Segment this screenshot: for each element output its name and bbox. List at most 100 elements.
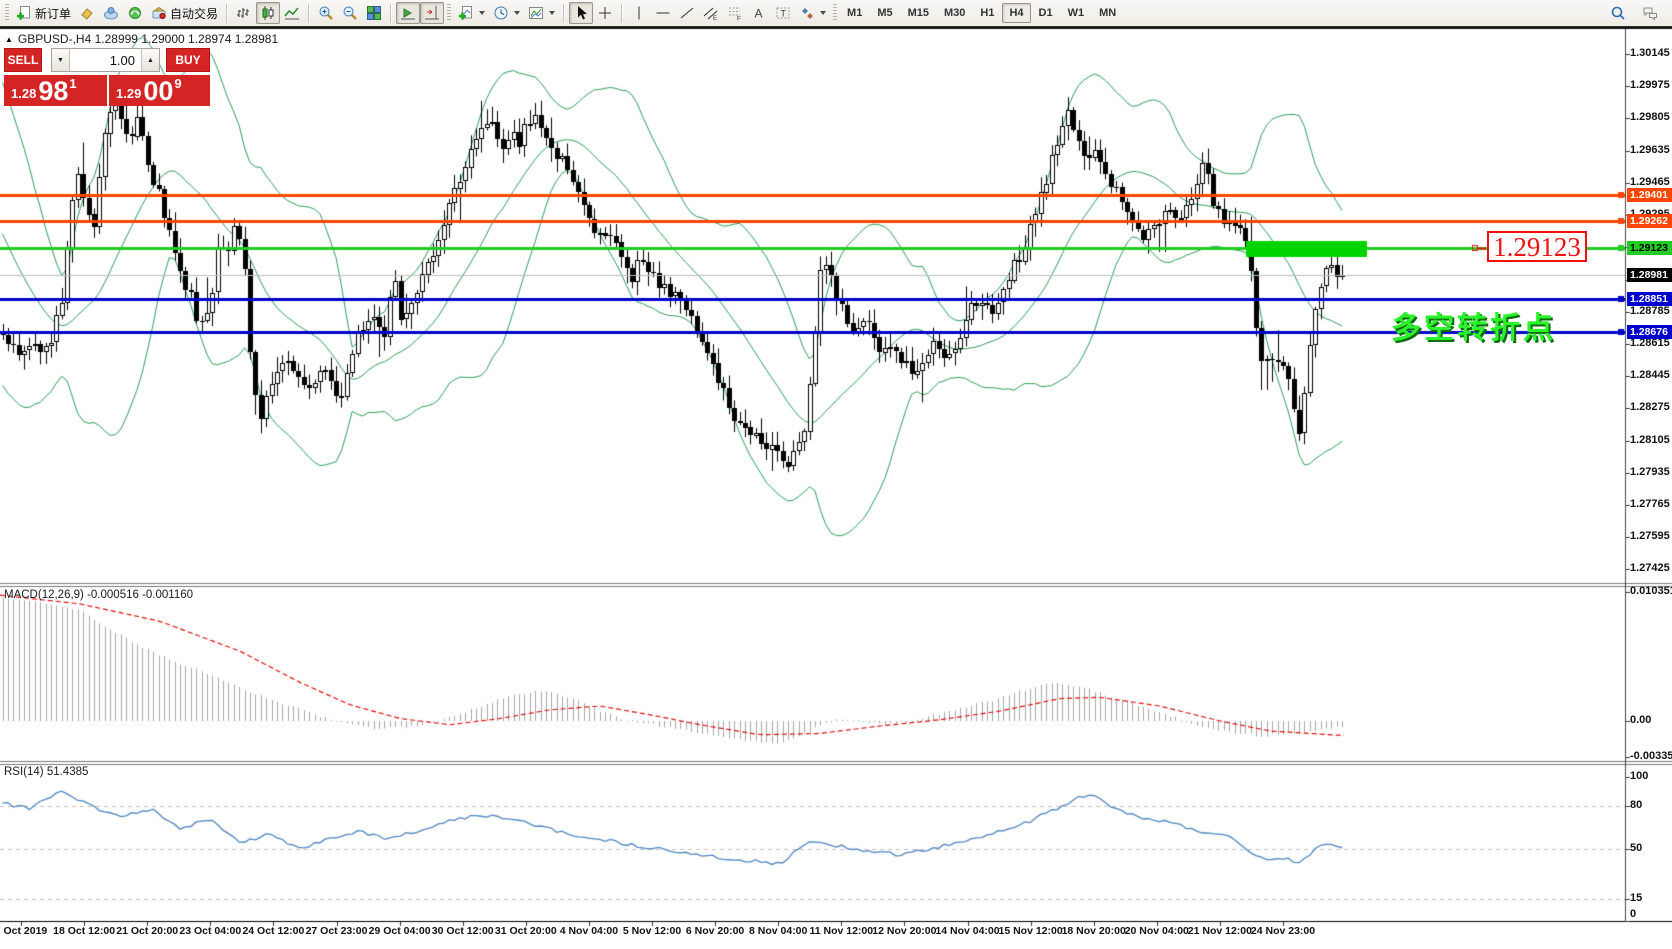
date-label: 23 Oct 04:00 bbox=[179, 925, 242, 937]
templates-button[interactable] bbox=[524, 2, 559, 24]
toolbar-separator bbox=[226, 3, 229, 23]
arrows-button[interactable] bbox=[795, 2, 830, 24]
price-axis-label: 1.28615 bbox=[1630, 336, 1670, 349]
volume-increase-button[interactable]: ▲ bbox=[141, 49, 159, 71]
auto-scroll-button[interactable] bbox=[396, 2, 421, 24]
price-tag: 1.29262 bbox=[1627, 214, 1672, 229]
chart-shift-button[interactable] bbox=[420, 2, 445, 24]
indicators-icon bbox=[458, 5, 474, 21]
macd-axis-label: 0.010351 bbox=[1630, 585, 1672, 598]
date-label: 7 Oct 2019 bbox=[0, 925, 48, 937]
rsi-axis-label: 0 bbox=[1630, 908, 1637, 920]
volume-decrease-button[interactable]: ▼ bbox=[52, 49, 70, 71]
sell-button[interactable]: SELL bbox=[4, 48, 42, 72]
search-button[interactable] bbox=[1606, 2, 1630, 24]
cursor-button[interactable] bbox=[569, 2, 594, 24]
trendline-button[interactable] bbox=[675, 2, 699, 24]
crosshair-icon bbox=[597, 5, 613, 21]
rsi-axis-label: 15 bbox=[1630, 892, 1643, 905]
date-label: 4 Nov 04:00 bbox=[559, 925, 619, 937]
horizontal-line-button[interactable] bbox=[651, 2, 675, 24]
text-button[interactable]: A bbox=[747, 2, 771, 24]
price-axis-label: 1.29465 bbox=[1630, 175, 1670, 188]
template-icon bbox=[528, 5, 544, 21]
sell-price-box[interactable]: 1.28 98 1 bbox=[4, 75, 107, 106]
vertical-line-button[interactable] bbox=[627, 2, 651, 24]
date-label: 27 Oct 23:00 bbox=[305, 925, 368, 937]
timeframe-group: M1 M5 M15 M30 H1 H4 D1 W1 MN bbox=[840, 3, 1123, 23]
toolbar-drag-handle[interactable] bbox=[447, 4, 452, 22]
vertical-line-icon bbox=[631, 5, 647, 21]
price-tag: 1.29123 bbox=[1627, 240, 1672, 255]
volume-spinner: ▼ 1.00 ▲ bbox=[51, 48, 160, 72]
periods-button[interactable] bbox=[489, 2, 524, 24]
timeframe-button-M30[interactable]: M30 bbox=[937, 3, 972, 23]
toolbar-drag-handle[interactable] bbox=[833, 4, 838, 22]
chat-icon bbox=[1642, 5, 1658, 21]
sell-price-sup: 1 bbox=[69, 76, 77, 91]
timeframe-button-H1[interactable]: H1 bbox=[973, 3, 1001, 23]
date-label: 18 Nov 20:00 bbox=[1061, 925, 1126, 937]
eraser-button[interactable] bbox=[75, 2, 99, 24]
chart-profiles-icon bbox=[103, 5, 119, 21]
symbol-ohlc-title: GBPUSD-,H4 1.28999 1.29000 1.28974 1.289… bbox=[17, 32, 279, 46]
timeframe-button-M5[interactable]: M5 bbox=[870, 3, 899, 23]
indicators-button[interactable] bbox=[454, 2, 489, 24]
bar-chart-button[interactable] bbox=[232, 2, 256, 24]
timeframe-button-M1[interactable]: M1 bbox=[840, 3, 869, 23]
price-callout-text: 1.29123 bbox=[1493, 232, 1581, 262]
chat-button[interactable] bbox=[1638, 2, 1662, 24]
date-label: 12 Nov 20:00 bbox=[872, 925, 937, 937]
date-label: 18 Oct 12:00 bbox=[53, 925, 116, 937]
candlestick-chart-button[interactable] bbox=[256, 2, 281, 24]
date-label: 31 Oct 20:00 bbox=[494, 925, 557, 937]
dropdown-caret-icon bbox=[820, 11, 827, 15]
line-chart-button[interactable] bbox=[280, 2, 304, 24]
timeframe-button-MN[interactable]: MN bbox=[1092, 3, 1123, 23]
fibonacci-button[interactable]: F bbox=[723, 2, 747, 24]
date-label: 30 Oct 12:00 bbox=[431, 925, 494, 937]
crosshair-button[interactable] bbox=[593, 2, 617, 24]
chart-profiles-button[interactable] bbox=[99, 2, 123, 24]
svg-text:E: E bbox=[713, 16, 717, 21]
svg-text:T: T bbox=[781, 9, 787, 19]
signal-icon bbox=[127, 5, 143, 21]
buy-price-small: 1.29 bbox=[116, 86, 142, 101]
toolbar-separator bbox=[621, 3, 624, 23]
date-label: 11 Nov 12:00 bbox=[809, 925, 874, 937]
tile-windows-button[interactable] bbox=[362, 2, 386, 24]
dropdown-caret-icon bbox=[479, 11, 486, 15]
volume-input[interactable]: 1.00 bbox=[70, 49, 141, 71]
price-axis-label: 1.27935 bbox=[1630, 465, 1670, 478]
sell-price-big: 98 bbox=[38, 76, 69, 106]
price-axis-label: 1.30145 bbox=[1630, 47, 1670, 59]
zoom-in-button[interactable] bbox=[314, 2, 338, 24]
symbol-header[interactable]: ▲ GBPUSD-,H4 1.28999 1.29000 1.28974 1.2… bbox=[5, 32, 278, 46]
timeframe-button-D1[interactable]: D1 bbox=[1032, 3, 1060, 23]
dropdown-caret-icon bbox=[514, 11, 521, 15]
text-label-button[interactable]: T bbox=[771, 2, 795, 24]
new-order-button[interactable]: 新订单 bbox=[12, 2, 75, 24]
trendline-icon bbox=[679, 5, 695, 21]
rsi-axis-label: 80 bbox=[1630, 798, 1643, 811]
signals-button[interactable] bbox=[123, 2, 147, 24]
timeframe-button-W1[interactable]: W1 bbox=[1061, 3, 1092, 23]
one-click-trading-panel: SELL ▼ 1.00 ▲ BUY 1.28 98 1 1.29 00 9 bbox=[2, 47, 210, 107]
buy-price-box[interactable]: 1.29 00 9 bbox=[109, 75, 210, 106]
buy-price-big: 00 bbox=[143, 76, 174, 106]
auto-trading-button[interactable]: 自动交易 bbox=[147, 2, 222, 24]
svg-text:F: F bbox=[737, 17, 741, 22]
equidistant-channel-button[interactable]: E bbox=[699, 2, 723, 24]
zoom-out-button[interactable] bbox=[338, 2, 362, 24]
date-label: 21 Oct 20:00 bbox=[116, 925, 179, 937]
buy-button[interactable]: BUY bbox=[166, 48, 210, 72]
rsi-axis-label: 100 bbox=[1630, 770, 1649, 782]
price-axis-label: 1.29635 bbox=[1630, 143, 1670, 156]
collapse-triangle-icon[interactable]: ▲ bbox=[5, 34, 13, 44]
toolbar-drag-handle[interactable] bbox=[5, 4, 9, 22]
timeframe-button-H4[interactable]: H4 bbox=[1002, 3, 1031, 23]
price-tag: 1.28676 bbox=[1627, 325, 1672, 340]
timeframe-button-M15[interactable]: M15 bbox=[901, 3, 936, 23]
price-axis-label: 1.29975 bbox=[1630, 79, 1670, 92]
